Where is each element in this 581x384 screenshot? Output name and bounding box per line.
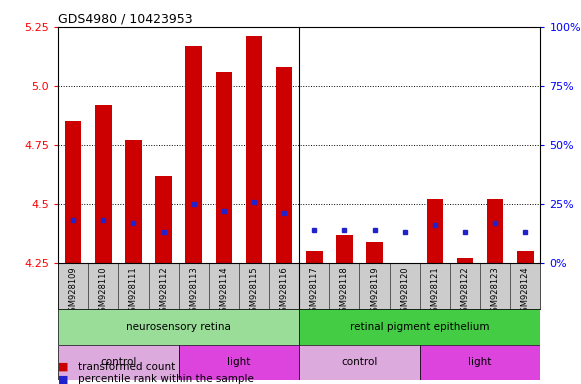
Bar [179, 345, 299, 380]
Bar [95, 105, 112, 263]
Text: ■: ■ [58, 374, 69, 384]
Bar [216, 72, 232, 263]
Text: GSM928117: GSM928117 [310, 266, 319, 318]
Text: GSM928110: GSM928110 [99, 266, 108, 317]
Text: GSM928111: GSM928111 [129, 266, 138, 317]
Text: GSM928123: GSM928123 [490, 266, 500, 318]
Bar [276, 67, 292, 263]
Text: GSM928119: GSM928119 [370, 266, 379, 317]
Text: GSM928112: GSM928112 [159, 266, 168, 317]
Text: transformed count: transformed count [78, 362, 175, 372]
Text: retinal pigment epithelium: retinal pigment epithelium [350, 322, 490, 332]
Text: neurosensory retina: neurosensory retina [126, 322, 231, 332]
Text: control: control [100, 358, 137, 367]
Bar [366, 242, 383, 263]
Bar [299, 310, 540, 345]
Text: percentile rank within the sample: percentile rank within the sample [78, 374, 254, 384]
Bar [58, 310, 299, 345]
Text: GSM928121: GSM928121 [431, 266, 439, 317]
Bar [517, 251, 533, 263]
Bar [65, 121, 81, 263]
Text: GSM928122: GSM928122 [461, 266, 469, 317]
Text: GSM928118: GSM928118 [340, 266, 349, 318]
Text: GSM928114: GSM928114 [220, 266, 228, 317]
Text: GSM928115: GSM928115 [249, 266, 259, 317]
Bar [299, 345, 420, 380]
Bar [396, 263, 413, 270]
Text: GSM928124: GSM928124 [521, 266, 530, 317]
Bar [58, 345, 179, 380]
Bar [246, 36, 262, 263]
Text: GSM928113: GSM928113 [189, 266, 198, 318]
Bar [185, 46, 202, 263]
Text: GSM928109: GSM928109 [69, 266, 78, 317]
Text: GSM928116: GSM928116 [279, 266, 289, 318]
Bar [487, 199, 503, 263]
Bar [420, 345, 540, 380]
Text: GDS4980 / 10423953: GDS4980 / 10423953 [58, 13, 193, 26]
Bar [426, 199, 443, 263]
Text: control: control [341, 358, 378, 367]
Text: light: light [468, 358, 492, 367]
Text: GSM928120: GSM928120 [400, 266, 409, 317]
Bar [336, 235, 353, 263]
Bar [457, 258, 474, 263]
Text: light: light [227, 358, 250, 367]
Bar [155, 175, 172, 263]
Text: ■: ■ [58, 362, 69, 372]
Bar [125, 140, 142, 263]
Bar [306, 251, 322, 263]
